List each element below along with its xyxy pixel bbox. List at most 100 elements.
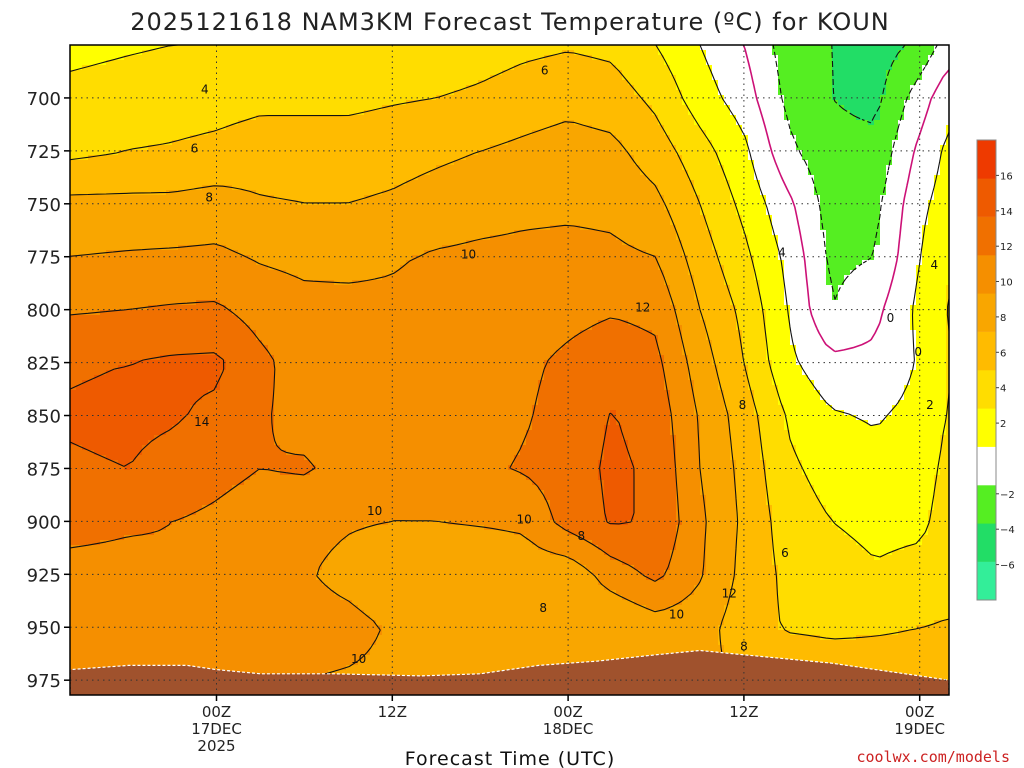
field-cell <box>202 195 209 201</box>
field-cell <box>310 180 317 186</box>
field-cell <box>196 130 203 136</box>
field-cell <box>208 160 215 166</box>
field-cell <box>856 80 863 86</box>
field-cell <box>424 45 431 51</box>
field-cell <box>406 45 413 51</box>
field-cell <box>796 130 803 136</box>
field-cell <box>124 135 131 141</box>
field-cell <box>772 155 779 161</box>
field-cell <box>178 65 185 71</box>
field-cell <box>88 70 95 76</box>
field-cell <box>628 70 635 76</box>
field-cell <box>196 70 203 76</box>
field-cell <box>772 130 779 136</box>
field-cell <box>346 190 353 196</box>
field-cell <box>382 210 389 216</box>
field-cell <box>364 210 371 216</box>
field-cell <box>196 110 203 116</box>
field-cell <box>238 165 245 171</box>
field-cell <box>904 130 911 136</box>
field-cell <box>112 140 119 146</box>
field-cell <box>622 105 629 111</box>
field-cell <box>754 190 761 196</box>
field-cell <box>694 80 701 86</box>
field-cell <box>388 195 395 201</box>
field-cell <box>874 105 881 111</box>
field-cell <box>424 105 431 111</box>
field-cell <box>694 155 701 161</box>
field-cell <box>646 180 653 186</box>
field-cell <box>706 120 713 126</box>
field-cell <box>796 160 803 166</box>
field-cell <box>286 120 293 126</box>
field-cell <box>670 165 677 171</box>
field-cell <box>376 185 383 191</box>
field-cell <box>748 150 755 156</box>
field-cell <box>208 150 215 156</box>
field-cell <box>472 45 479 51</box>
field-cell <box>634 65 641 71</box>
field-cell <box>304 205 311 211</box>
field-cell <box>604 200 611 206</box>
field-cell <box>562 75 569 81</box>
field-cell <box>478 185 485 191</box>
field-cell <box>790 205 797 211</box>
field-cell <box>88 135 95 141</box>
field-cell <box>730 85 737 91</box>
field-cell <box>802 165 809 171</box>
field-cell <box>316 50 323 56</box>
field-cell <box>202 120 209 126</box>
field-cell <box>766 90 773 96</box>
field-cell <box>166 205 173 211</box>
field-cell <box>604 170 611 176</box>
field-cell <box>424 145 431 151</box>
field-cell <box>694 85 701 91</box>
field-cell <box>580 185 587 191</box>
field-cell <box>910 120 917 126</box>
field-cell <box>496 70 503 76</box>
field-cell <box>838 50 845 56</box>
field-cell <box>724 175 731 181</box>
field-cell <box>238 125 245 131</box>
field-cell <box>280 80 287 86</box>
field-cell <box>118 190 125 196</box>
field-cell <box>694 165 701 171</box>
field-cell <box>484 150 491 156</box>
field-cell <box>940 165 947 171</box>
field-cell <box>640 195 647 201</box>
field-cell <box>544 60 551 66</box>
field-cell <box>598 45 605 51</box>
field-cell <box>700 115 707 121</box>
field-cell <box>394 150 401 156</box>
field-cell <box>508 145 515 151</box>
field-cell <box>784 95 791 101</box>
field-cell <box>460 140 467 146</box>
field-cell <box>832 185 839 191</box>
field-cell <box>538 170 545 176</box>
field-cell <box>742 165 749 171</box>
field-cell <box>514 75 521 81</box>
field-cell <box>562 170 569 176</box>
field-cell <box>424 90 431 96</box>
field-cell <box>190 50 197 56</box>
field-cell <box>688 90 695 96</box>
field-cell <box>508 70 515 76</box>
field-cell <box>796 200 803 206</box>
field-cell <box>478 205 485 211</box>
field-cell <box>478 120 485 126</box>
field-cell <box>778 205 785 211</box>
field-cell <box>430 90 437 96</box>
field-cell <box>940 185 947 191</box>
field-cell <box>418 60 425 66</box>
field-cell <box>550 210 557 216</box>
field-cell <box>214 180 221 186</box>
field-cell <box>262 185 269 191</box>
field-cell <box>244 125 251 131</box>
field-cell <box>556 65 563 71</box>
field-cell <box>100 90 107 96</box>
field-cell <box>682 210 689 216</box>
field-cell <box>196 165 203 171</box>
field-cell <box>598 195 605 201</box>
field-cell <box>946 105 949 111</box>
